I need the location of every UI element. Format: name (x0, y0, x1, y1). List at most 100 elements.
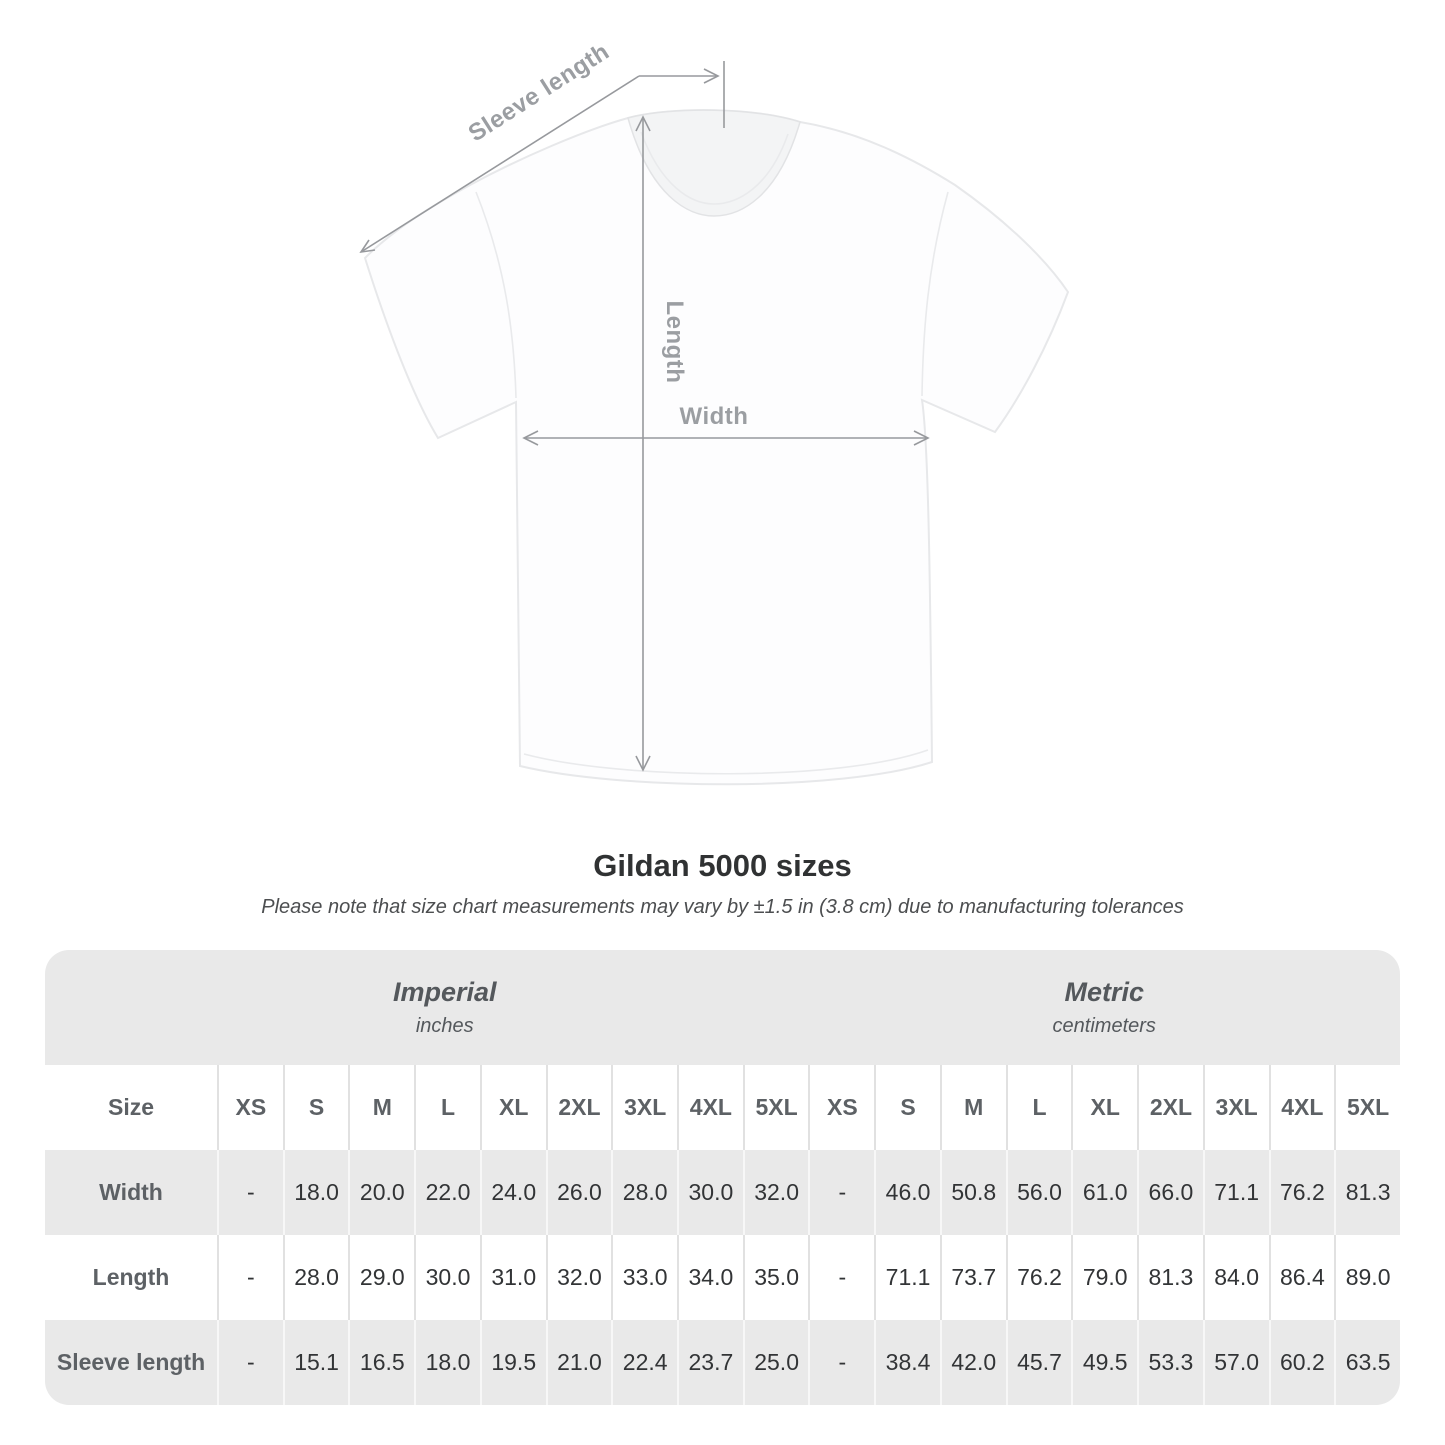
measurement-value-cell: 28.0 (282, 1235, 349, 1320)
size-column-header: 3XL (611, 1065, 678, 1150)
size-table-body: Width -18.0 20.0 22.0 24.0 26.0 28.0 30.0 32.0-4… (45, 1150, 1400, 1405)
measurement-value-cell: 46.0 (874, 1150, 940, 1235)
measurement-value-cell: 57.0 (1202, 1320, 1269, 1405)
measurement-value-cell: 16.5 (348, 1320, 415, 1405)
size-header-row: Size XS S M L XL 2XL 3XL 4XL 5XL XS S M L XL 2XL 3XL 4XL… (45, 1065, 1400, 1150)
measurement-row-label: Length (45, 1235, 217, 1320)
measurement-value-cell: 56.0 (1005, 1150, 1072, 1235)
size-column-header: M (939, 1065, 1006, 1150)
measurement-value-cell: 49.5 (1071, 1320, 1138, 1405)
size-table: Imperial inches Metric centimeters Size … (45, 950, 1400, 1405)
size-column-header: 4XL (677, 1065, 743, 1150)
measurement-value-cell: 28.0 (611, 1150, 678, 1235)
sleeve-length-dimension-line (359, 61, 725, 254)
measurement-row: Length -28.0 29.0 30.0 31.0 32.0 33.0 34.0 35.0-… (45, 1235, 1400, 1320)
unit-header-row: Imperial inches Metric centimeters (45, 950, 1400, 1065)
measurement-value-cell: 76.2 (1268, 1150, 1335, 1235)
measurement-value-cell: 86.4 (1268, 1235, 1335, 1320)
collar (627, 109, 801, 217)
measurement-value-cell: 23.7 (677, 1320, 743, 1405)
measurement-value-cell: - (217, 1320, 283, 1405)
measurement-value-cell: 63.5 (1334, 1320, 1400, 1405)
measurement-value-cell: 22.0 (414, 1150, 480, 1235)
measurement-row: Sleeve length -15.1 16.5 18.0 19.5 21.0 22.4 23… (45, 1320, 1400, 1405)
measurement-value-cell: 38.4 (874, 1320, 940, 1405)
measurement-value-cell: 31.0 (479, 1235, 546, 1320)
measurement-value-cell: 19.5 (479, 1320, 546, 1405)
measurement-value-cell: 35.0 (742, 1235, 809, 1320)
size-column-header: XL (1071, 1065, 1138, 1150)
measurement-value-cell: 25.0 (742, 1320, 809, 1405)
collar-rib-line (640, 131, 789, 205)
measurement-value-cell: 18.0 (282, 1150, 349, 1235)
size-column-header: M (348, 1065, 415, 1150)
measurement-value-cell: 32.0 (742, 1150, 809, 1235)
measurement-row-label: Width (45, 1150, 217, 1235)
measurement-row-label: Sleeve length (45, 1320, 217, 1405)
measurement-value-cell: 21.0 (545, 1320, 612, 1405)
measurement-value-cell: - (808, 1150, 875, 1235)
measurement-value-cell: 60.2 (1268, 1320, 1335, 1405)
size-column-header: 3XL (1202, 1065, 1269, 1150)
measurement-value-cell: 45.7 (1005, 1320, 1072, 1405)
measurement-value-cell: 32.0 (545, 1235, 612, 1320)
size-table-grid: Imperial inches Metric centimeters Size … (45, 950, 1400, 1405)
measurement-value-cell: 81.3 (1137, 1235, 1203, 1320)
size-column-header: XL (479, 1065, 546, 1150)
metric-sublabel: centimeters (1052, 1015, 1156, 1037)
size-column-header: S (874, 1065, 940, 1150)
tshirt-diagram: Sleeve length Length Width (359, 38, 1070, 786)
measurement-value-cell: 29.0 (348, 1235, 415, 1320)
measurement-value-cell: 73.7 (939, 1235, 1006, 1320)
measurement-value-cell: 71.1 (1202, 1150, 1269, 1235)
unit-header-imperial: Imperial inches (45, 950, 809, 1065)
measurement-value-cell: 26.0 (545, 1150, 612, 1235)
measurement-value-cell: 61.0 (1071, 1150, 1138, 1235)
measurement-value-cell: - (808, 1235, 875, 1320)
metric-label: Metric (1064, 977, 1144, 1007)
size-column-header: L (1005, 1065, 1072, 1150)
tshirt-graphic: Sleeve length Length Width (359, 38, 1070, 786)
length-label: Length (661, 301, 688, 384)
size-column-header: 4XL (1268, 1065, 1335, 1150)
measurement-row: Width -18.0 20.0 22.0 24.0 26.0 28.0 30.0 32.0-4… (45, 1150, 1400, 1235)
length-dimension-line (635, 115, 651, 772)
measurement-value-cell: 33.0 (611, 1235, 678, 1320)
measurement-value-cell: 30.0 (414, 1235, 480, 1320)
tshirt-image (363, 109, 1070, 786)
size-header-label: Size (45, 1065, 217, 1150)
hem-stitch-line (523, 749, 929, 775)
measurement-value-cell: 15.1 (282, 1320, 349, 1405)
right-armhole-seam (921, 191, 949, 397)
measurement-value-cell: 66.0 (1137, 1150, 1203, 1235)
unit-header-metric: Metric centimeters (808, 950, 1400, 1065)
measurement-value-cell: - (217, 1150, 283, 1235)
measurement-value-cell: 42.0 (939, 1320, 1006, 1405)
measurement-value-cell: 71.1 (874, 1235, 940, 1320)
size-column-header: S (282, 1065, 349, 1150)
measurement-value-cell: 50.8 (939, 1150, 1006, 1235)
measurement-value-cell: 89.0 (1334, 1235, 1400, 1320)
measurement-value-cell: 53.3 (1137, 1320, 1203, 1405)
size-column-header: 5XL (1334, 1065, 1400, 1150)
imperial-label: Imperial (392, 977, 497, 1007)
measurement-value-cell: - (808, 1320, 875, 1405)
measurement-value-cell: 81.3 (1334, 1150, 1400, 1235)
measurement-value-cell: 84.0 (1202, 1235, 1269, 1320)
size-column-header: 2XL (1137, 1065, 1203, 1150)
page-title: Gildan 5000 sizes (593, 848, 852, 883)
measurement-value-cell: 30.0 (677, 1150, 743, 1235)
size-column-header: XS (217, 1065, 283, 1150)
measurement-value-cell: 34.0 (677, 1235, 743, 1320)
size-column-header: 2XL (545, 1065, 612, 1150)
size-column-header: 5XL (742, 1065, 809, 1150)
imperial-sublabel: inches (415, 1015, 474, 1037)
page-subtitle: Please note that size chart measurements… (261, 896, 1184, 918)
measurement-value-cell: 24.0 (479, 1150, 546, 1235)
measurement-value-cell: 18.0 (414, 1320, 480, 1405)
width-dimension-line (522, 430, 930, 446)
measurement-value-cell: 22.4 (611, 1320, 678, 1405)
measurement-value-cell: 79.0 (1071, 1235, 1138, 1320)
size-column-header: XS (808, 1065, 875, 1150)
